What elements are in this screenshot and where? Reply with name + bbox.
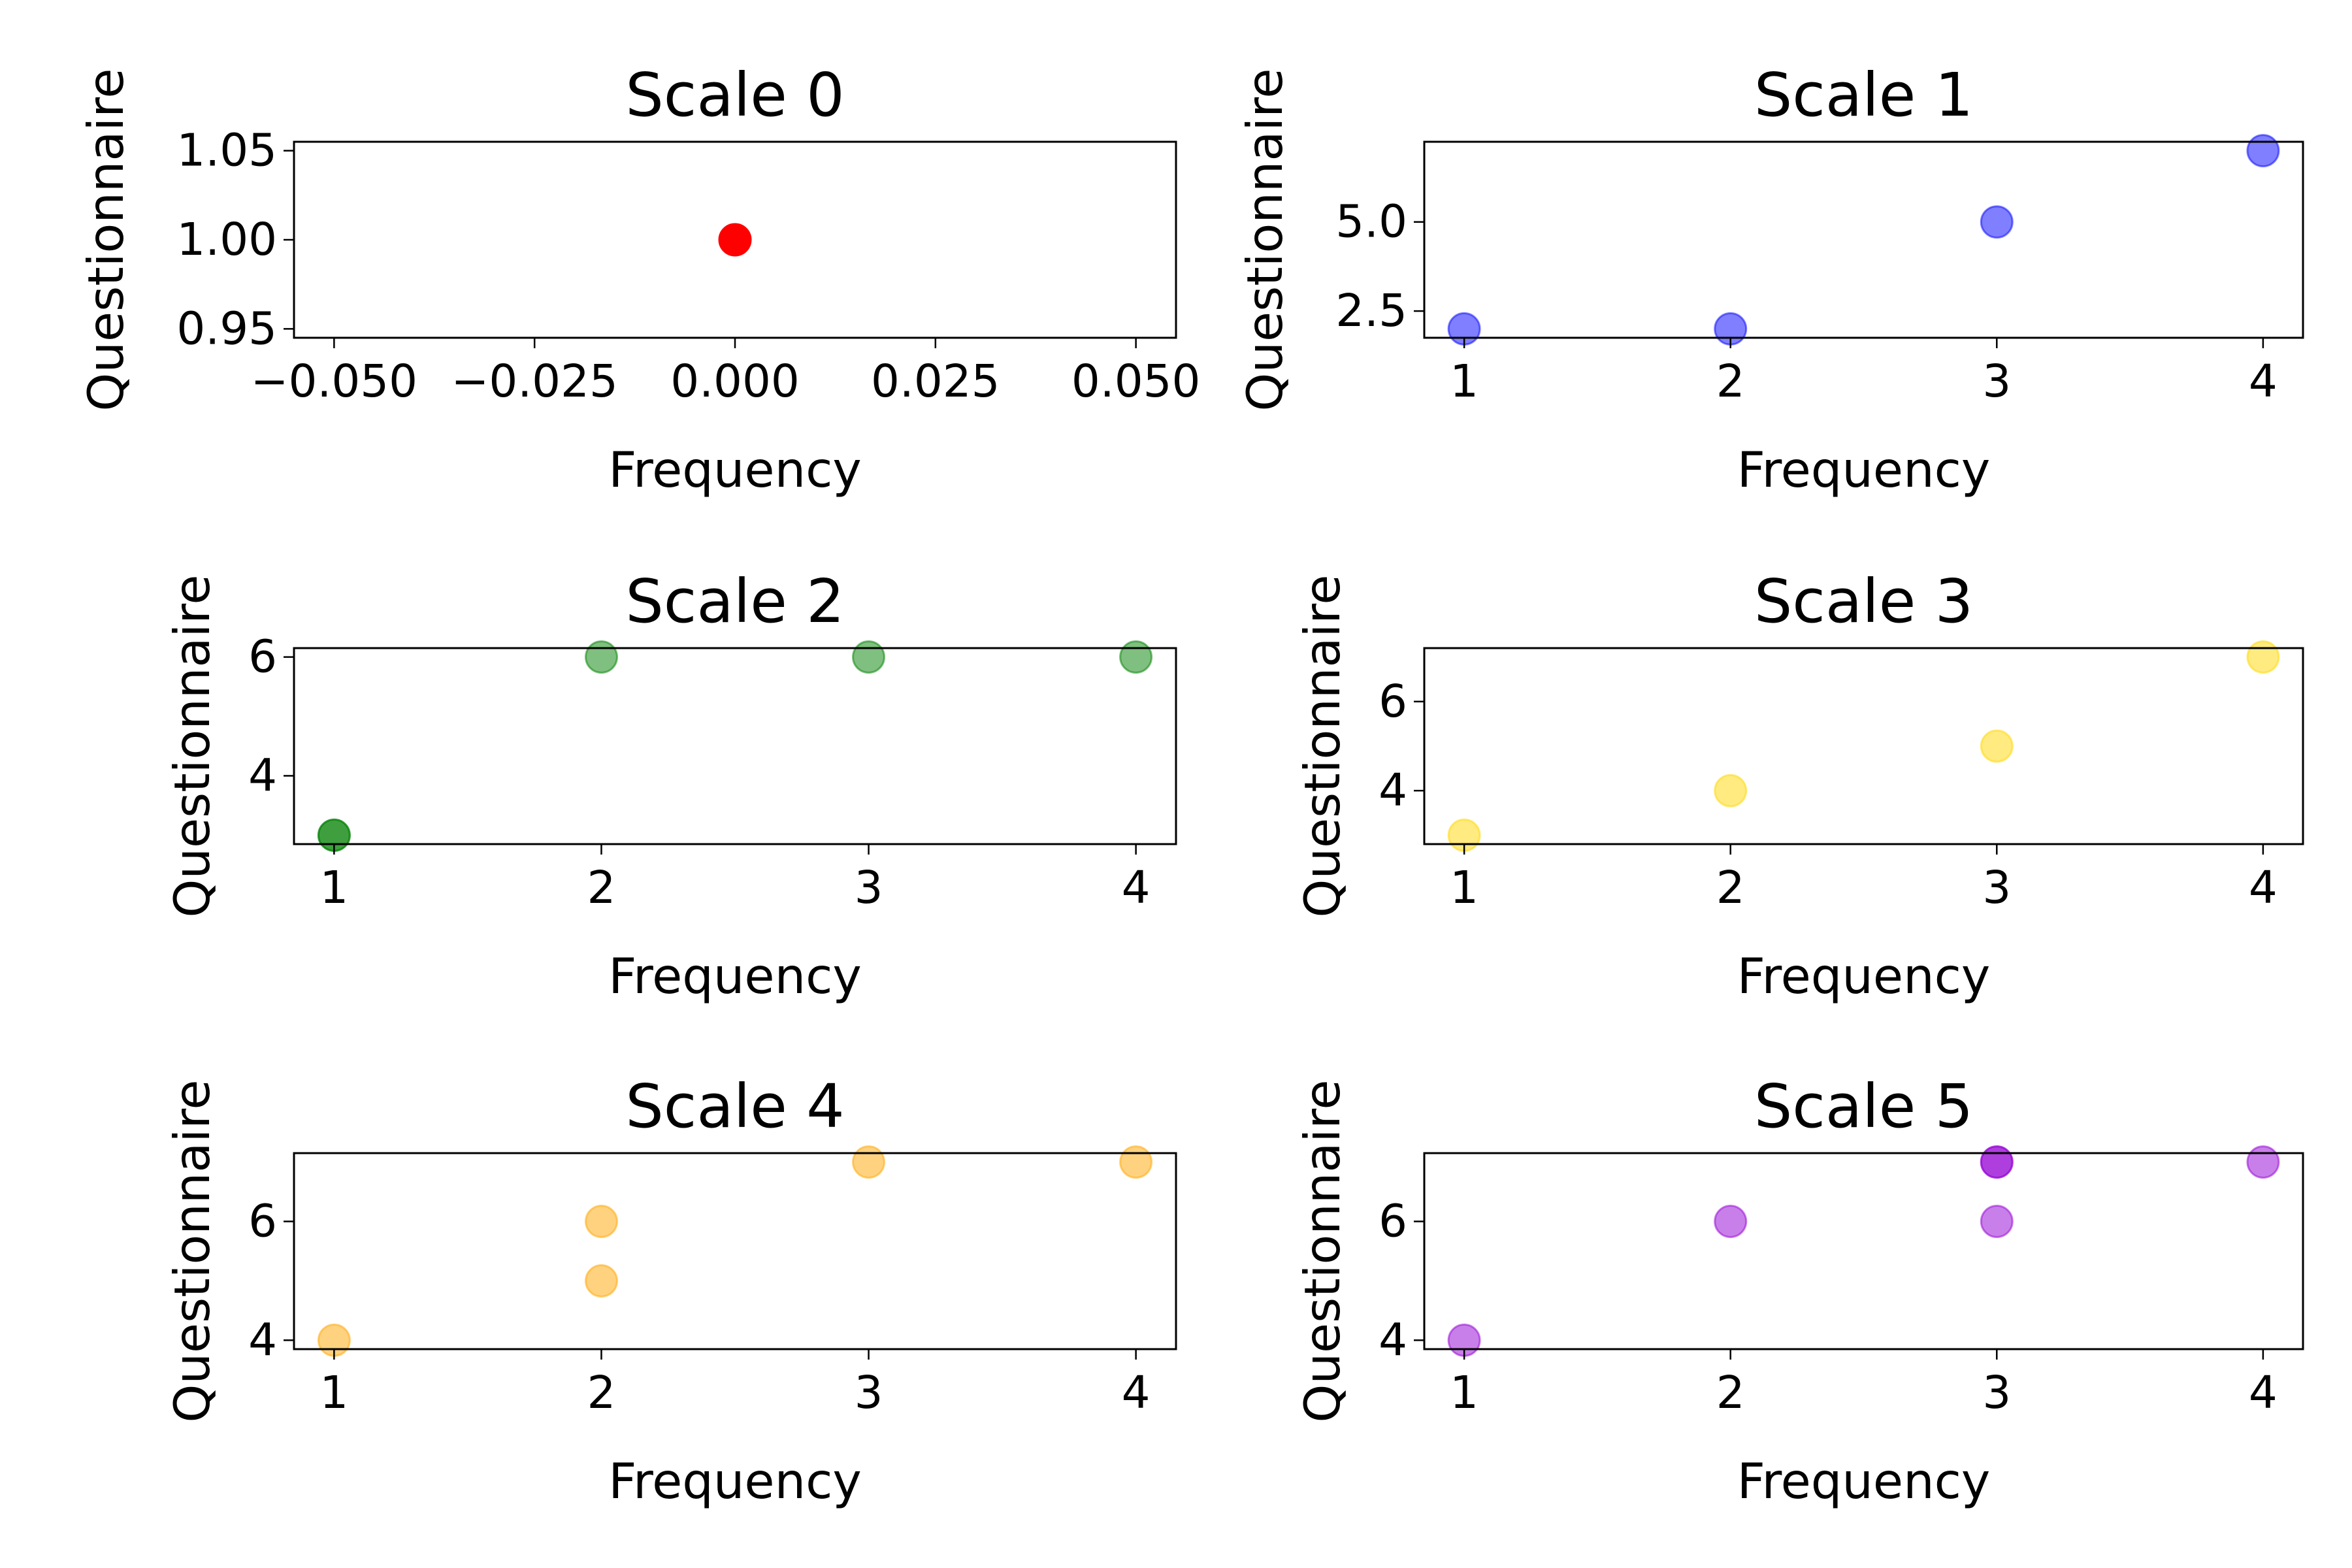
y-tick-label: 5.0 xyxy=(1335,196,1407,248)
panel-title: Scale 3 xyxy=(1754,566,1973,636)
x-tick-label: −0.050 xyxy=(251,355,417,408)
scatter-panel-0: −0.050 −0.025 0.000 0.025 0.050 0.95 1.00 1.05 S… xyxy=(77,60,1200,498)
y-tick-label: 4 xyxy=(1379,764,1407,817)
x-axis-label: Frequency xyxy=(608,1452,861,1510)
y-tick-label: 0.95 xyxy=(176,302,277,355)
data-point xyxy=(1980,1145,2014,1179)
y-tick-label: 1.05 xyxy=(176,125,277,177)
panel-title: Scale 1 xyxy=(1754,60,1973,130)
x-axis-label: Frequency xyxy=(1737,441,1990,498)
panel-title: Scale 2 xyxy=(625,566,844,636)
panel-title: Scale 0 xyxy=(625,60,844,130)
data-point xyxy=(2246,640,2280,674)
x-tick-label: 4 xyxy=(2249,862,2278,914)
x-tick-label: 1 xyxy=(1450,355,1478,408)
x-tick-label: 2 xyxy=(587,862,616,914)
data-point xyxy=(1119,640,1153,674)
y-axis-label: Questionnaire xyxy=(1294,1079,1351,1422)
x-tick-label: 3 xyxy=(855,862,883,914)
y-tick-label: 6 xyxy=(248,1196,277,1248)
x-tick-label: 2 xyxy=(1716,1367,1745,1419)
data-point xyxy=(1119,1145,1153,1179)
data-point xyxy=(585,640,618,674)
data-points xyxy=(718,223,752,257)
x-tick-label: 2 xyxy=(1716,862,1745,914)
data-point xyxy=(852,1145,885,1179)
y-tick-label: 2.5 xyxy=(1335,285,1407,337)
data-point xyxy=(585,1205,618,1238)
data-points xyxy=(1447,640,2280,852)
x-axis-label: Frequency xyxy=(1737,1452,1990,1510)
axes-frame xyxy=(293,1152,1177,1350)
axes-frame xyxy=(293,647,1177,845)
y-axis-label: Questionnaire xyxy=(163,574,221,917)
x-tick-label: 0.025 xyxy=(871,355,1000,408)
x-tick-label: 0.000 xyxy=(670,355,800,408)
data-point xyxy=(852,640,885,674)
x-tick-label: 4 xyxy=(2249,1367,2278,1419)
y-axis-label: Questionnaire xyxy=(77,68,135,411)
data-point xyxy=(585,1264,618,1298)
x-tick-label: 4 xyxy=(1122,1367,1151,1419)
data-points xyxy=(1447,1145,2280,1357)
y-tick-label: 4 xyxy=(1379,1314,1407,1366)
y-tick-label: 6 xyxy=(1379,676,1407,728)
y-tick-label: 6 xyxy=(248,631,277,683)
x-tick-label: −0.025 xyxy=(451,355,618,408)
scatter-panel-2: 1 2 3 4 4 6 Scale 2 Frequency Questionnaire xyxy=(163,566,1177,1005)
panel-title: Scale 4 xyxy=(625,1071,844,1141)
data-point xyxy=(1714,774,1748,808)
axes-frame xyxy=(1423,140,2304,339)
x-tick-label: 0.050 xyxy=(1071,355,1201,408)
x-tick-label: 4 xyxy=(2249,355,2278,408)
data-point xyxy=(1980,729,2014,763)
data-point xyxy=(2246,1145,2280,1179)
data-points xyxy=(1447,134,2280,346)
axes-frame xyxy=(1423,647,2304,845)
x-axis-label: Frequency xyxy=(608,947,861,1005)
axes-frame xyxy=(1423,1152,2304,1350)
x-tick-label: 1 xyxy=(1450,1367,1478,1419)
x-tick-label: 3 xyxy=(1982,1367,2011,1419)
data-points xyxy=(317,1145,1153,1357)
data-point xyxy=(1714,1205,1748,1238)
scatter-panel-4: 1 2 3 4 4 6 Scale 4 Frequency Questionnaire xyxy=(163,1071,1177,1510)
x-tick-label: 3 xyxy=(1982,355,2011,408)
scatter-panel-5: 1 2 3 4 4 6 Scale 5 Frequency Questionnaire xyxy=(1294,1071,2304,1510)
x-axis-label: Frequency xyxy=(608,441,861,498)
x-tick-label: 1 xyxy=(319,862,348,914)
data-point xyxy=(1980,205,2014,239)
x-tick-label: 1 xyxy=(1450,862,1478,914)
y-axis-label: Questionnaire xyxy=(163,1079,221,1422)
y-axis-label: Questionnaire xyxy=(1236,68,1294,411)
panel-title: Scale 5 xyxy=(1754,1071,1973,1141)
y-tick-label: 1.00 xyxy=(176,214,277,266)
x-tick-label: 3 xyxy=(855,1367,883,1419)
x-axis-label: Frequency xyxy=(1737,947,1990,1005)
y-tick-label: 4 xyxy=(248,1314,277,1366)
scatter-panel-1: 1 2 3 4 2.5 5.0 Scale 1 Frequency Questionnaire xyxy=(1236,60,2304,498)
y-tick-label: 6 xyxy=(1379,1196,1407,1248)
data-point xyxy=(1980,1205,2014,1238)
data-points xyxy=(317,640,1153,852)
x-tick-label: 3 xyxy=(1982,862,2011,914)
y-axis-label: Questionnaire xyxy=(1294,574,1351,917)
x-tick-label: 2 xyxy=(1716,355,1745,408)
data-point xyxy=(2246,134,2280,168)
x-tick-label: 1 xyxy=(319,1367,348,1419)
x-tick-label: 2 xyxy=(587,1367,616,1419)
x-tick-label: 4 xyxy=(1122,862,1151,914)
scatter-panel-3: 1 2 3 4 4 6 Scale 3 Frequency Questionnaire xyxy=(1294,566,2304,1005)
data-point xyxy=(718,223,752,257)
y-tick-label: 4 xyxy=(248,749,277,802)
